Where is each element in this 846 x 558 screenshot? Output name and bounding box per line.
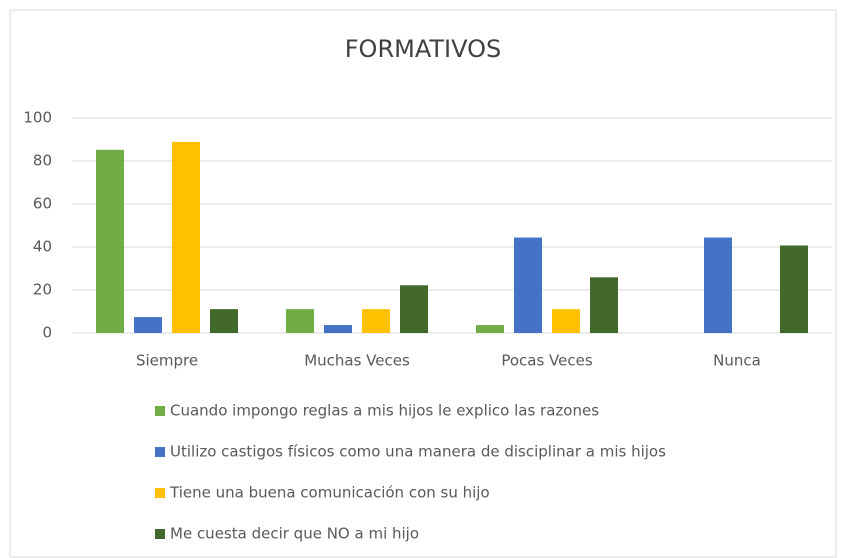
bar (210, 309, 238, 333)
bar (400, 285, 428, 333)
x-tick-label: Nunca (713, 352, 761, 370)
y-tick-label: 40 (33, 238, 52, 256)
bar (590, 277, 618, 333)
bar (134, 317, 162, 333)
y-tick-label: 100 (23, 109, 52, 127)
y-tick-label: 0 (42, 324, 52, 342)
bar (704, 237, 732, 333)
bar (780, 245, 808, 333)
chart-border (9, 9, 837, 558)
y-tick-label: 60 (33, 195, 52, 213)
x-tick-label: Siempre (136, 352, 198, 370)
y-tick-label: 80 (33, 152, 52, 170)
legend-label: Utilizo castigos físicos como una manera… (170, 443, 666, 461)
bar (96, 149, 124, 333)
legend-swatch (155, 488, 165, 498)
bar (324, 325, 352, 333)
legend-label: Me cuesta decir que NO a mi hijo (170, 525, 419, 543)
bar (476, 325, 504, 333)
y-tick-label: 20 (33, 281, 52, 299)
legend-swatch (155, 529, 165, 539)
bar (362, 309, 390, 333)
bar (172, 141, 200, 333)
chart-title: FORMATIVOS (345, 35, 502, 63)
bar (286, 309, 314, 333)
legend-label: Tiene una buena comunicación con su hijo (169, 484, 490, 502)
bar (552, 309, 580, 333)
x-tick-label: Pocas Veces (501, 352, 593, 370)
legend-label: Cuando impongo reglas a mis hijos le exp… (170, 402, 599, 420)
legend-swatch (155, 447, 165, 457)
x-tick-label: Muchas Veces (304, 352, 410, 370)
legend-swatch (155, 406, 165, 416)
bar (514, 237, 542, 333)
